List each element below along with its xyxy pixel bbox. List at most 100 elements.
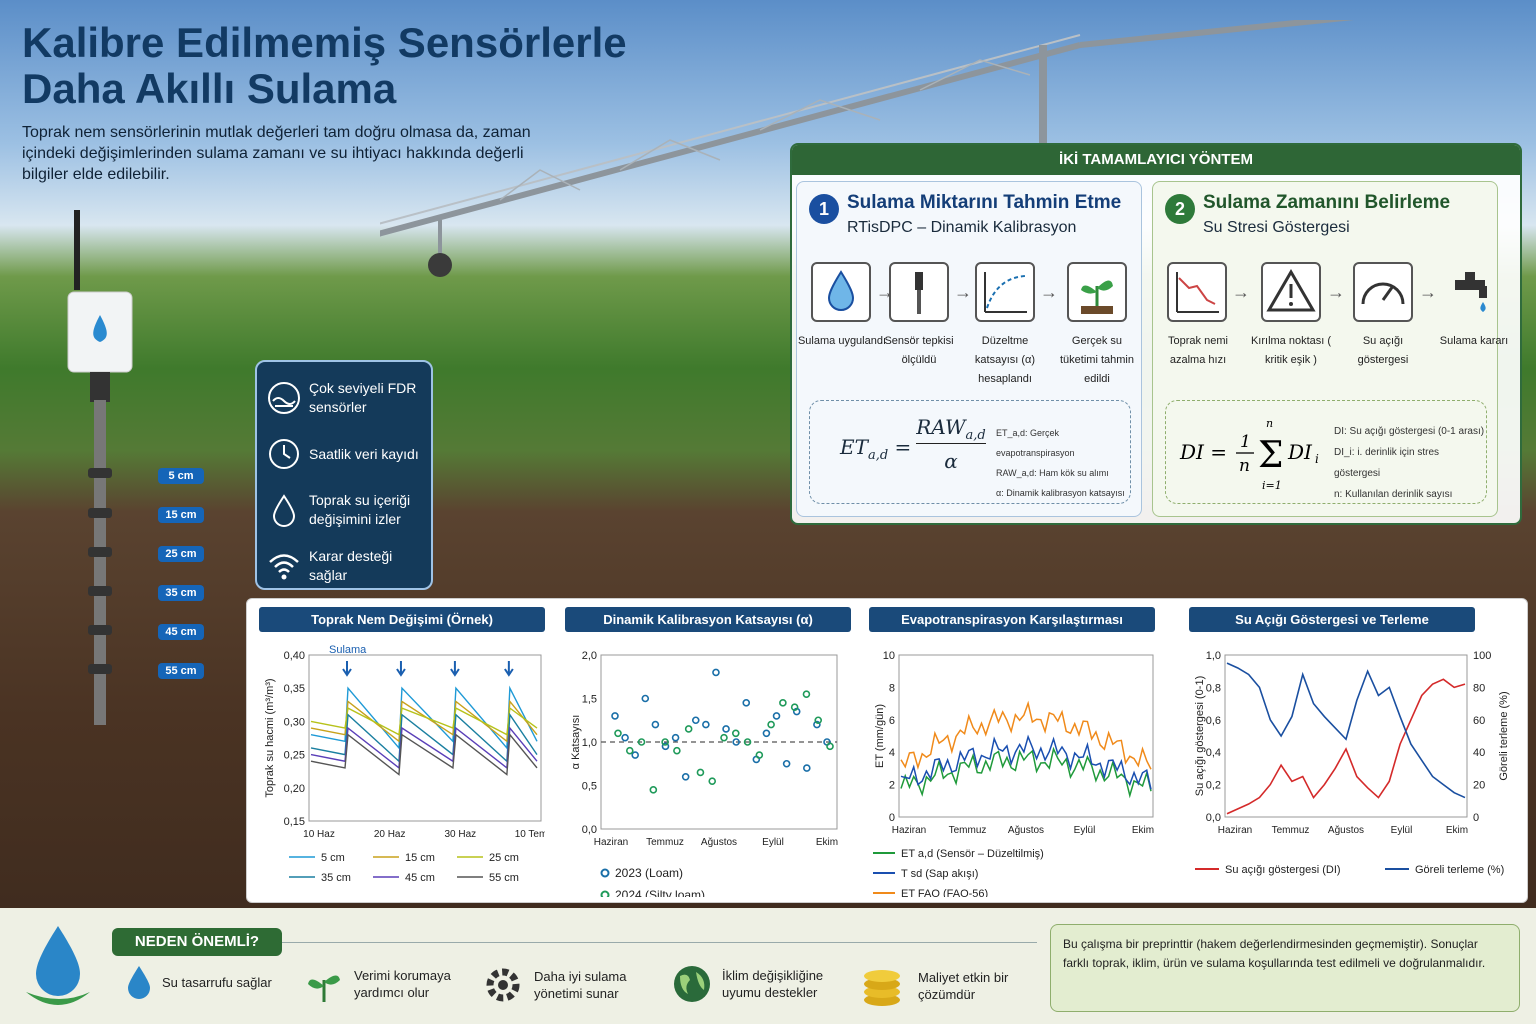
- scatter-point: [708, 777, 717, 785]
- legend-label: 25 cm: [489, 852, 519, 864]
- step-label: Sulama kararı: [1439, 335, 1509, 347]
- x-tick-label: 30 Haz: [444, 829, 476, 840]
- pivot-irrigation-illustration: [380, 20, 1354, 277]
- scatter-point: [625, 746, 634, 755]
- y-tick-label: 2: [889, 780, 895, 792]
- depth-label-25: 25 cm: [158, 546, 204, 562]
- step-label: Sulama uygulandı: [797, 335, 887, 347]
- y2-tick-label: 40: [1473, 747, 1485, 759]
- method-title: Sulama Zamanını Belirleme: [1203, 192, 1451, 213]
- step-label: Toprak nemi azalma hızı: [1168, 335, 1228, 366]
- y-axis-label: Su açığı göstergesi (0-1): [1194, 676, 1206, 796]
- legend-label: 55 cm: [489, 872, 519, 884]
- svg-text:i: i: [1315, 452, 1319, 466]
- page-subtitle: Toprak nem sensörlerinin mutlak değerler…: [22, 124, 531, 183]
- bottom-band: NEDEN ÖNEMLİ? Su tasarrufu sağlar Verimi…: [0, 908, 1536, 1024]
- y-tick-label: 0,5: [582, 781, 597, 793]
- methods-header: İKİ TAMAMLAYICI YÖNTEM: [792, 145, 1520, 175]
- y-tick-label: 0,2: [1206, 780, 1221, 792]
- gear-icon: [486, 968, 520, 1002]
- x-tick-label: Ekim: [1132, 825, 1154, 836]
- scatter-point: [790, 703, 799, 711]
- legend-label: ET a,d (Sensör – Düzeltilmiş): [901, 848, 1044, 860]
- y-tick-label: 6: [889, 715, 895, 727]
- x-tick-label: Haziran: [892, 825, 926, 836]
- scatter-point: [731, 729, 740, 738]
- x-tick-label: 10 Tem: [515, 829, 545, 840]
- benefit-item: İklim değişikliğine uyumu destekler: [672, 964, 842, 1004]
- y-tick-label: 4: [889, 747, 895, 759]
- y-tick-label: 0,4: [1206, 747, 1221, 759]
- y-tick-label: 1,0: [1206, 650, 1221, 662]
- scatter-point: [742, 699, 751, 707]
- formula-definitions: DI: Su açığı göstergesi (0-1 arası) DI_i:…: [1334, 426, 1485, 500]
- step-label: Düzeltme katsayısı (α) hesaplandı: [974, 335, 1036, 385]
- x-tick-label: Ekim: [816, 837, 838, 848]
- y-tick-label: 1,5: [582, 694, 597, 706]
- feature-item: Toprak su içeriği değişimini izler: [267, 482, 421, 538]
- y-tick-label: 0,0: [1206, 812, 1221, 824]
- benefit-label: Su tasarrufu sağlar: [162, 974, 272, 990]
- benefit-item: Verimi korumaya yardımcı olur: [304, 964, 464, 1004]
- scatter-point: [649, 786, 658, 794]
- plot-frame: [898, 654, 1154, 818]
- chart-title: Evapotranspirasyon Karşılaştırması: [869, 607, 1155, 632]
- wifi-icon: [269, 554, 299, 580]
- y-tick-label: 0,40: [284, 650, 305, 662]
- x-tick-label: Temmuz: [949, 825, 987, 836]
- series-line: [900, 746, 1152, 799]
- y-tick-label: 0,15: [284, 816, 305, 828]
- et-formula: ETa,d = RAWa,d α ET_a,d: Gerçek evapotra…: [809, 400, 1131, 504]
- water-drop-icon: [272, 494, 296, 527]
- charts-panel: Toprak Nem Değişimi (Örnek) 0,40 0,35 0,30…: [246, 598, 1528, 903]
- x-tick-label: Eylül: [762, 837, 784, 848]
- soil-moisture-chart: Toprak Nem Değişimi (Örnek) 0,40 0,35 0,30…: [259, 607, 545, 897]
- legend-label: 2024 (Silty loam): [615, 888, 705, 897]
- plant-icon: [1067, 262, 1127, 322]
- et-chart: Evapotranspirasyon Karşılaştırması 10 8 6 4…: [869, 607, 1155, 897]
- y-tick-label: 0,6: [1206, 715, 1221, 727]
- y2-axis-label: Göreli terleme (%): [1498, 691, 1510, 780]
- water-drop-icon: [811, 262, 871, 322]
- step-label: Gerçek su tüketimi tahmin edildi: [1060, 335, 1134, 385]
- scatter-point: [671, 733, 680, 742]
- feature-item: Saatlik veri kayıdı: [267, 426, 421, 482]
- scatter-point: [641, 694, 650, 703]
- scatter-point: [681, 773, 690, 781]
- legend-label: T sd (Sap akışı): [901, 868, 978, 880]
- x-tick-label: Ağustos: [1008, 825, 1044, 836]
- x-tick-label: 10 Haz: [303, 829, 335, 840]
- feature-item: Karar desteği sağlar: [267, 538, 421, 594]
- y-axis-label: α Katsayısı: [570, 715, 582, 770]
- legend-label: 45 cm: [405, 872, 435, 884]
- formula-numerator: RAWa,d: [916, 415, 986, 444]
- step-label: Sensör tepkisi ölçüldü: [884, 335, 954, 366]
- svg-text:Σ: Σ: [1258, 435, 1283, 476]
- di-formula-math: DI = 1 n Σ n i=1 DI i: [1179, 417, 1319, 492]
- series-line: [310, 732, 538, 776]
- methods-panel: İKİ TAMAMLAYICI YÖNTEM 1 Sulama Miktarın…: [790, 143, 1522, 525]
- scatter-point: [802, 690, 811, 698]
- y2-tick-label: 100: [1473, 650, 1491, 662]
- depth-label-5: 5 cm: [158, 468, 204, 484]
- series-line: [1226, 678, 1466, 815]
- x-tick-label: Ağustos: [701, 837, 737, 848]
- svg-text:i=1: i=1: [1262, 479, 1282, 492]
- x-tick-label: Ekim: [1446, 825, 1468, 836]
- scatter-point: [826, 742, 834, 751]
- formula-definitions: ET_a,d: Gerçek evapotranspirasyon RAW_a,d…: [996, 428, 1125, 498]
- plot-frame: [1224, 654, 1468, 818]
- benefit-item: Su tasarrufu sağlar: [124, 964, 272, 1000]
- faucet-icon: [1443, 262, 1503, 322]
- scatter-point: [691, 716, 700, 725]
- scatter-point: [702, 720, 710, 729]
- depth-label-35: 35 cm: [158, 585, 204, 601]
- y-tick-label: 0,25: [284, 750, 305, 762]
- depth-label-45: 45 cm: [158, 624, 204, 640]
- legend-label: 5 cm: [321, 852, 345, 864]
- method-1-card: 1 Sulama Miktarını Tahmin Etme RTisDPC –…: [796, 181, 1142, 517]
- method-2-card: 2 Sulama Zamanını Belirleme Su Stresi Gö…: [1152, 181, 1508, 517]
- water-leaf-logo-icon: [26, 926, 90, 1005]
- alpha-chart: Dinamik Kalibrasyon Katsayısı (α) 2,0 1,5…: [565, 607, 851, 897]
